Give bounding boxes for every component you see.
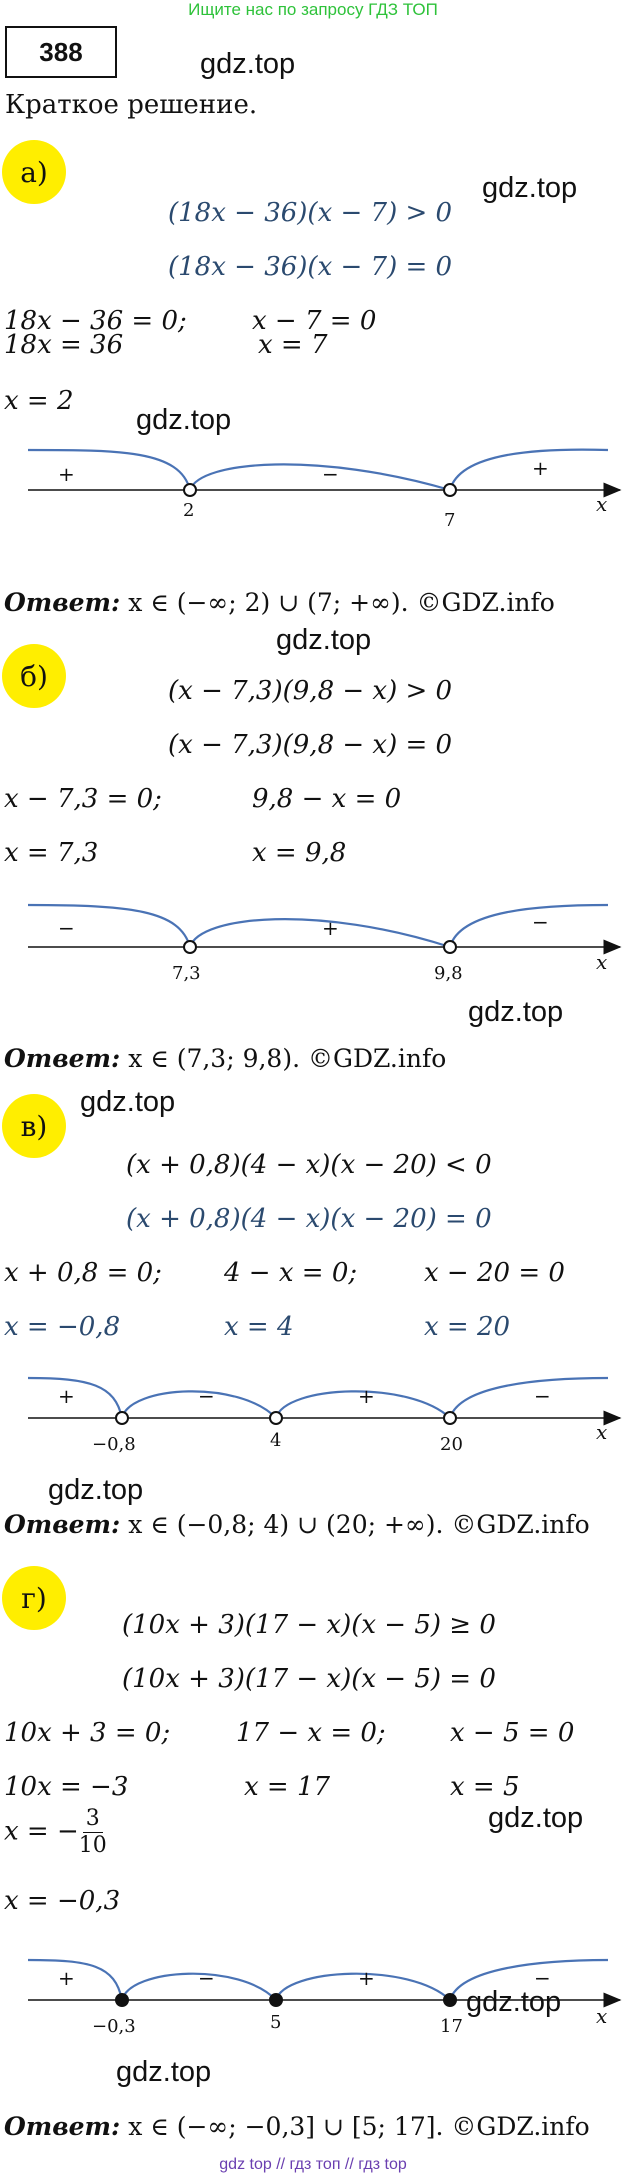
part-d-equation: (10x + 3)(17 − x)(x − 5) = 0 [122, 1664, 496, 1694]
part-b-answer: Ответ: x ∈ (7,3; 9,8). ©GDZ.info [4, 1044, 447, 1073]
part-d-step: x = −0,3 [4, 1886, 121, 1916]
part-d-inequality: (10x + 3)(17 − x)(x − 5) ≥ 0 [122, 1610, 496, 1640]
watermark: gdz.top [116, 2056, 212, 2088]
sign-label: + [358, 1384, 375, 1408]
sign-label: + [322, 916, 339, 940]
point-2 [183, 483, 197, 497]
part-c-step: x = 4 [224, 1312, 294, 1342]
sign-label: − [534, 1384, 551, 1408]
point-neg-0-3 [115, 1993, 129, 2007]
axis-label: x [596, 950, 608, 974]
sign-label: − [58, 916, 75, 940]
part-d-step: 10x = −3 [4, 1772, 129, 1802]
part-c-equation: (x + 0,8)(4 − x)(x − 20) = 0 [126, 1204, 492, 1234]
tick-label: 7 [444, 510, 456, 531]
sign-curve [27, 1376, 609, 1421]
part-c-step: 4 − x = 0; [224, 1258, 358, 1288]
part-b-step: x = 7,3 [4, 838, 99, 868]
solution-heading: Краткое решение. [5, 90, 258, 120]
watermark: gdz.top [276, 624, 372, 656]
part-c-step: x − 20 = 0 [424, 1258, 565, 1288]
part-c-step: x = 20 [424, 1312, 511, 1342]
sign-label: + [358, 1966, 375, 1990]
number-line-d [27, 1958, 622, 2008]
point-7 [443, 483, 457, 497]
part-d-step: 10x + 3 = 0; [4, 1718, 171, 1748]
tick-label: 20 [440, 1434, 463, 1455]
sign-label: − [198, 1966, 215, 1990]
part-a-answer: Ответ: x ∈ (−∞; 2) ∪ (7; +∞). ©GDZ.info [4, 588, 555, 617]
part-b-equation: (x − 7,3)(9,8 − x) = 0 [168, 730, 453, 760]
task-number: 388 [5, 26, 117, 78]
number-line-c [27, 1376, 622, 1426]
part-d-badge: г) [2, 1566, 66, 1630]
search-banner[interactable]: Ищите нас по запросу ГДЗ ТОП [188, 0, 438, 19]
sign-label: + [58, 1966, 75, 1990]
axis-label: x [596, 2004, 608, 2028]
watermark: gdz.top [466, 1986, 562, 2018]
part-c-inequality: (x + 0,8)(4 − x)(x − 20) < 0 [126, 1150, 492, 1180]
part-a-inequality: (18x − 36)(x − 7) > 0 [168, 198, 453, 228]
watermark: gdz.top [136, 404, 232, 436]
sign-label: − [322, 462, 339, 486]
part-d-step: x = 5 [450, 1772, 520, 1802]
watermark: gdz.top [200, 48, 296, 80]
part-b-inequality: (x − 7,3)(9,8 − x) > 0 [168, 676, 453, 706]
part-a-step: x = 2 [4, 386, 74, 416]
tick-label: 7,3 [172, 963, 201, 984]
part-d-answer: Ответ: x ∈ (−∞; −0,3] ∪ [5; 17]. ©GDZ.in… [4, 2112, 590, 2141]
point-4 [269, 1411, 283, 1425]
sign-label: + [58, 1384, 75, 1408]
point-5 [269, 1993, 283, 2007]
part-d-step: x = 17 [244, 1772, 331, 1802]
watermark: gdz.top [80, 1086, 176, 1118]
tick-label: 5 [270, 2012, 282, 2033]
sign-label: + [58, 462, 75, 486]
point-7-3 [183, 940, 197, 954]
part-b-step: 9,8 − x = 0 [252, 784, 402, 814]
part-c-step: x = −0,8 [4, 1312, 121, 1342]
sign-curve [27, 448, 609, 494]
part-c-answer: Ответ: x ∈ (−0,8; 4) ∪ (20; +∞). ©GDZ.in… [4, 1510, 590, 1539]
axis-label: x [596, 492, 608, 516]
sign-curve [27, 903, 609, 951]
watermark: gdz.top [488, 1802, 584, 1834]
watermark: gdz.top [482, 172, 578, 204]
part-c-badge: в) [2, 1094, 66, 1158]
sign-label: − [198, 1384, 215, 1408]
axis-label: x [596, 1420, 608, 1444]
watermark: gdz.top [468, 996, 564, 1028]
tick-label: −0,3 [92, 2016, 136, 2037]
tick-label: 2 [183, 500, 195, 521]
number-line-b [27, 903, 622, 955]
part-b-step: x = 9,8 [252, 838, 347, 868]
part-d-step-fraction: x = −3 10 [4, 1806, 107, 1858]
sign-label: − [534, 1966, 551, 1990]
part-d-step: x − 5 = 0 [450, 1718, 575, 1748]
part-a-step: 18x − 36 = 0; [4, 306, 187, 336]
part-a-step: x − 7 = 0 [252, 306, 377, 336]
tick-label: 4 [270, 1430, 282, 1451]
part-a-step: 18x = 36 [4, 330, 124, 360]
point-17 [443, 1993, 457, 2007]
tick-label: −0,8 [92, 1434, 136, 1455]
part-a-step: x = 7 [258, 330, 328, 360]
point-neg-0-8 [115, 1411, 129, 1425]
footer-links[interactable]: gdz top // гдз топ // гдз top [219, 2156, 407, 2173]
part-b-step: x − 7,3 = 0; [4, 784, 162, 814]
part-c-step: x + 0,8 = 0; [4, 1258, 162, 1288]
sign-label: − [532, 910, 549, 934]
tick-label: 17 [440, 2016, 463, 2037]
part-d-step: 17 − x = 0; [236, 1718, 386, 1748]
tick-label: 9,8 [434, 963, 463, 984]
part-a-badge: а) [2, 140, 66, 204]
point-9-8 [443, 940, 457, 954]
part-b-badge: б) [2, 644, 66, 708]
number-line-a [27, 448, 622, 498]
watermark: gdz.top [48, 1474, 144, 1506]
sign-label: + [532, 456, 549, 480]
point-20 [443, 1411, 457, 1425]
part-a-equation: (18x − 36)(x − 7) = 0 [168, 252, 453, 282]
